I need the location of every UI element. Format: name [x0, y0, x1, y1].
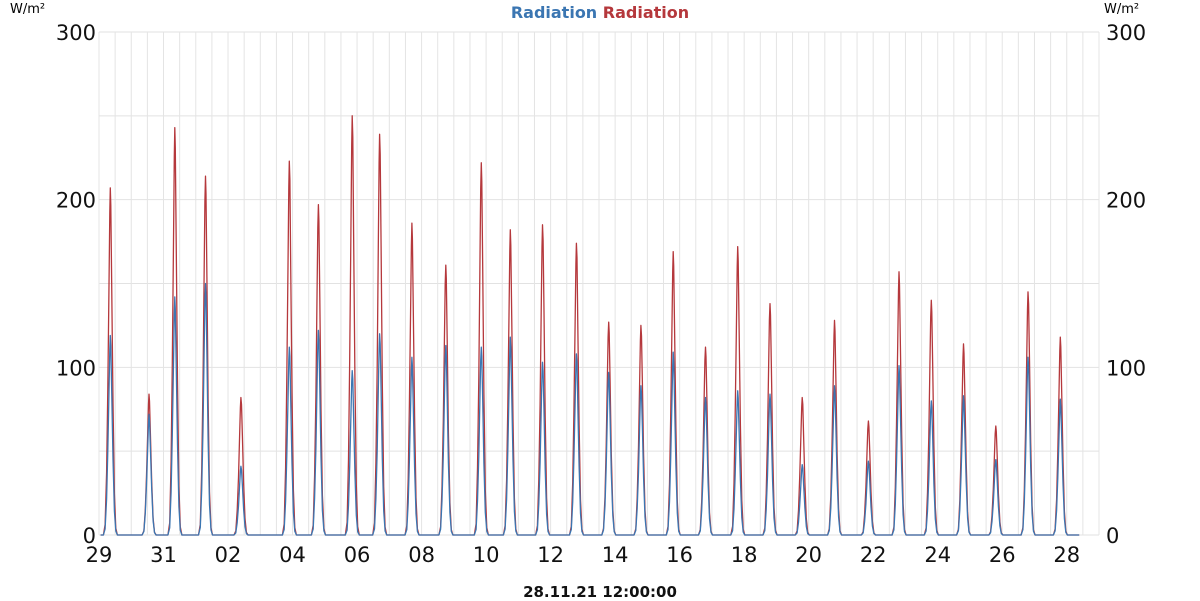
x-tick-label: 31	[150, 543, 177, 567]
x-tick-label: 06	[344, 543, 371, 567]
y-tick-label-right: 0	[1106, 524, 1119, 548]
y-tick-label-left: 300	[56, 21, 96, 45]
x-tick-label: 14	[602, 543, 629, 567]
x-tick-label: 02	[215, 543, 242, 567]
x-tick-label: 18	[731, 543, 758, 567]
left-unit-label: W/m²	[10, 2, 46, 17]
series-lines	[100, 115, 1080, 536]
x-tick-label: 20	[795, 543, 822, 567]
timestamp-footer: 28.11.21 12:00:00	[523, 583, 677, 601]
title-series-red: Radiation	[602, 3, 690, 22]
x-tick-label: 12	[537, 543, 564, 567]
y-tick-label-left: 200	[56, 189, 96, 213]
grid-lines	[98, 31, 1100, 536]
series-line-red	[100, 115, 1080, 536]
x-tick-label: 10	[473, 543, 500, 567]
y-tick-label-left: 100	[56, 356, 96, 380]
x-tick-label: 26	[989, 543, 1016, 567]
right-unit-label: W/m²	[1104, 2, 1140, 17]
y-tick-label-left: 0	[83, 524, 96, 548]
x-tick-label: 22	[860, 543, 887, 567]
x-tick-label: 24	[924, 543, 951, 567]
x-tick-label: 04	[279, 543, 306, 567]
title-series-blue: Radiation	[510, 3, 598, 22]
x-tick-label: 28	[1053, 543, 1080, 567]
x-tick-label: 08	[408, 543, 435, 567]
chart-title: Radiation Radiation	[0, 3, 1200, 22]
x-tick-label: 29	[86, 543, 113, 567]
y-tick-label-right: 100	[1106, 356, 1146, 380]
x-tick-label: 16	[666, 543, 693, 567]
axis-ticks: 0 0 100 100 200 200 300 300 29 31 02 04 06 08 10 12 14 16…	[56, 21, 1146, 567]
y-tick-label-right: 300	[1106, 21, 1146, 45]
y-tick-label-right: 200	[1106, 189, 1146, 213]
series-line-blue	[100, 282, 1080, 536]
